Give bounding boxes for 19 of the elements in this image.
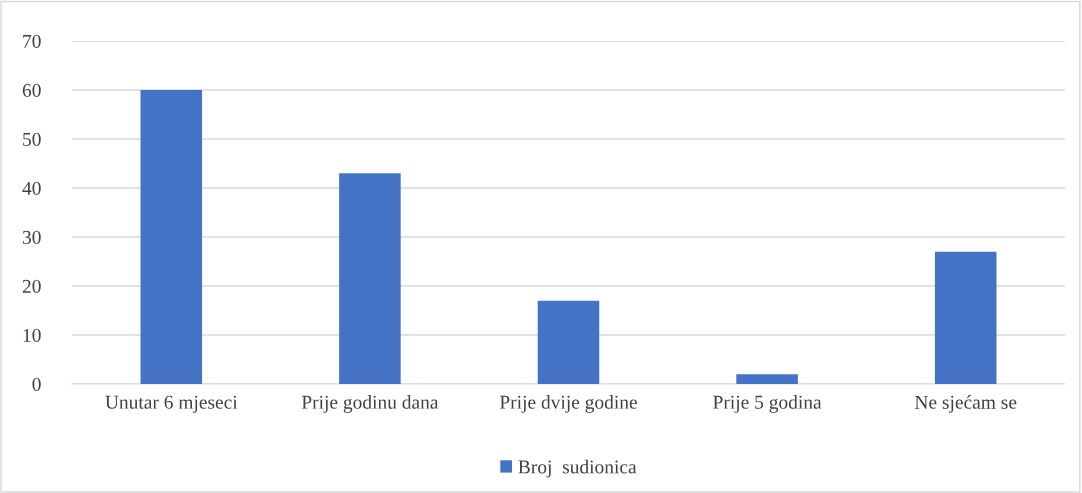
bar bbox=[934, 251, 997, 384]
x-tick-label: Ne sjećam se bbox=[914, 395, 1017, 413]
y-tick-label: 10 bbox=[23, 328, 41, 342]
bar bbox=[537, 300, 600, 384]
bar bbox=[140, 90, 203, 384]
y-tick-label: 60 bbox=[22, 83, 41, 97]
x-tick-label: Prije 5 godina bbox=[713, 395, 822, 413]
y-tick-label: 50 bbox=[23, 132, 41, 146]
x-tick-label: Prije godinu dana bbox=[301, 395, 439, 413]
legend-label: Broj sudionica bbox=[518, 459, 637, 478]
y-tick-label: 30 bbox=[22, 230, 41, 244]
x-tick-label: Prije dvije godine bbox=[499, 395, 637, 413]
y-tick-label: 0 bbox=[32, 377, 41, 391]
y-tick-label: 20 bbox=[22, 279, 41, 293]
bar bbox=[736, 374, 798, 384]
y-tick-label: 40 bbox=[22, 181, 41, 195]
bar bbox=[339, 173, 401, 384]
x-tick-label: Unutar 6 mjeseci bbox=[105, 395, 238, 413]
y-tick-label: 70 bbox=[23, 34, 41, 48]
